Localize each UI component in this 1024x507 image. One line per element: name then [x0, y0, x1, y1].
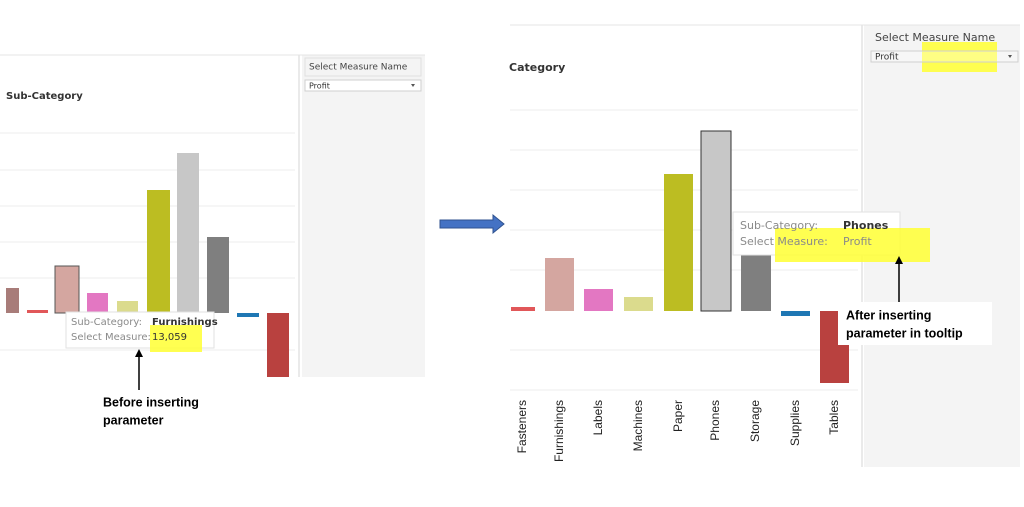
bar	[741, 250, 771, 311]
bar	[117, 301, 138, 313]
category-label: Furnishings	[552, 400, 566, 462]
category-label: Supplies	[788, 400, 802, 446]
tooltip-value: Phones	[843, 219, 889, 232]
category-label: Machines	[631, 400, 645, 451]
tooltip-label: Select Measure:	[740, 235, 828, 248]
category-label: Labels	[591, 400, 605, 435]
bar	[147, 190, 170, 313]
annotation: parameter in tooltip	[846, 326, 963, 340]
dropdown-value: Profit	[875, 53, 899, 63]
bar	[237, 313, 259, 317]
bars	[6, 153, 289, 377]
arrow-head	[895, 256, 903, 264]
annotation: Before inserting	[103, 395, 199, 409]
tooltip-label: Select Measure:	[71, 332, 151, 343]
dropdown[interactable]	[870, 50, 1019, 63]
transition-arrow	[439, 213, 505, 235]
dropdown-value: Profit	[309, 82, 330, 91]
grid	[510, 109, 858, 391]
highlight	[775, 228, 930, 262]
bar	[6, 288, 19, 313]
bar	[511, 307, 535, 311]
bar	[664, 174, 693, 311]
bar	[584, 289, 613, 311]
highlight	[150, 325, 202, 352]
bar	[54, 265, 80, 314]
annotation: After inserting	[846, 308, 931, 322]
bar	[87, 293, 108, 313]
sidebar	[302, 55, 425, 377]
category-labels: Fasteners Furnishings Labels Machines Pa…	[515, 400, 841, 462]
tooltip-label: Sub-Category:	[71, 317, 142, 328]
tooltip-value: 13,059	[152, 332, 187, 343]
bar	[267, 313, 289, 377]
bars	[511, 130, 849, 383]
tooltip-value: Furnishings	[152, 317, 218, 328]
dropdown-arrow	[411, 84, 415, 87]
bar	[624, 297, 653, 311]
annotation-box	[838, 302, 992, 345]
bar	[177, 153, 199, 313]
bar	[700, 130, 732, 312]
bar	[207, 237, 229, 313]
view-title: Sub-Category	[6, 91, 83, 102]
category-label: Phones	[708, 400, 722, 441]
bar	[545, 258, 574, 311]
left-view: Sub-Category Select Measure Name Profit …	[0, 54, 425, 427]
right-view: Category Fasteners Furnishings Labels Ma…	[509, 24, 1020, 467]
dropdown[interactable]	[304, 79, 422, 92]
category-label: Fasteners	[515, 400, 529, 453]
filter-label: Select Measure Name	[309, 63, 408, 73]
category-label: Paper	[671, 400, 685, 432]
filter-label: Select Measure Name	[875, 31, 995, 44]
arrow-head	[135, 349, 143, 357]
view-title: Category	[509, 61, 565, 74]
annotation: parameter	[103, 413, 164, 427]
bar	[781, 311, 810, 316]
bar	[27, 310, 48, 313]
category-label: Tables	[827, 400, 841, 435]
highlight	[922, 42, 997, 72]
category-label: Storage	[748, 400, 762, 442]
filter-header	[304, 57, 422, 77]
tooltip-value: Profit	[843, 235, 872, 248]
tooltip-label: Sub-Category:	[740, 219, 818, 232]
dropdown-arrow	[1008, 55, 1012, 58]
